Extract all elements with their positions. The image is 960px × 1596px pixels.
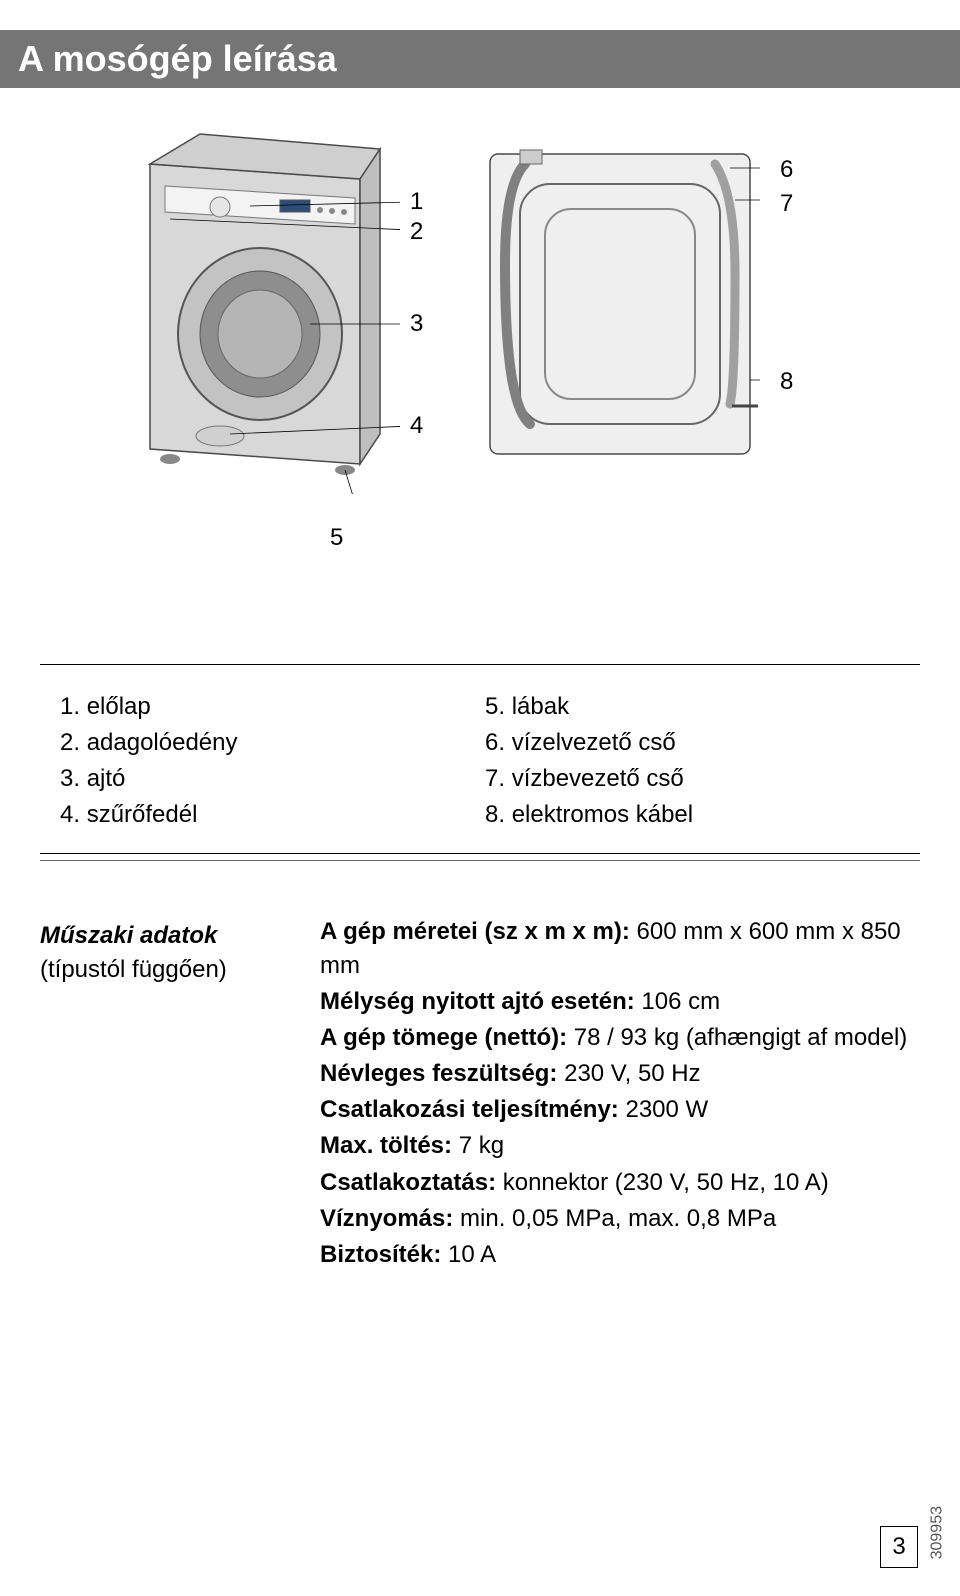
legend-item: 4. szűrőfedél <box>60 797 485 833</box>
legend-item: 5. lábak <box>485 689 900 725</box>
spec-row: Csatlakozási teljesítmény: 2300 W <box>320 1093 920 1127</box>
spec-list: A gép méretei (sz x m x m): 600 mm x 600… <box>320 915 920 1274</box>
figure-row: 1 2 3 4 5 6 7 8 <box>0 124 960 644</box>
spec-row: Biztosíték: 10 A <box>320 1238 920 1272</box>
legend-item: 3. ajtó <box>60 761 485 797</box>
spec-heading-col: Műszaki adatok (típustól függően) <box>40 915 320 1274</box>
legend-left-col: 1. előlap 2. adagolóedény 3. ajtó 4. szű… <box>60 689 485 833</box>
callout-1: 1 <box>410 190 423 214</box>
callout-5: 5 <box>330 524 343 552</box>
page-number: 3 <box>880 1526 918 1568</box>
spec-row: Max. töltés: 7 kg <box>320 1129 920 1163</box>
spec-row: A gép méretei (sz x m x m): 600 mm x 600… <box>320 915 920 983</box>
spec-row: Víznyomás: min. 0,05 MPa, max. 0,8 MPa <box>320 1202 920 1236</box>
spec-row: Névleges feszültség: 230 V, 50 Hz <box>320 1057 920 1091</box>
rear-diagram: 6 7 8 <box>480 144 810 564</box>
legend-item: 7. vízbevezető cső <box>485 761 900 797</box>
washing-machine-front-svg <box>110 124 400 494</box>
spec-row: Csatlakoztatás: konnektor (230 V, 50 Hz,… <box>320 1166 920 1200</box>
spec-heading: Műszaki adatok <box>40 919 320 953</box>
page-title: A mosógép leírása <box>0 30 960 88</box>
legend-right-col: 5. lábak 6. vízelvezető cső 7. vízbeveze… <box>485 689 900 833</box>
callout-3: 3 <box>410 312 423 336</box>
spec-row: A gép tömege (nettó): 78 / 93 kg (afhæng… <box>320 1021 920 1055</box>
front-diagram: 1 2 3 4 5 <box>110 124 440 644</box>
callout-4: 4 <box>410 414 423 438</box>
legend-item: 2. adagolóedény <box>60 725 485 761</box>
washing-machine-rear-svg <box>480 144 760 464</box>
callout-8: 8 <box>780 370 793 394</box>
legend-item: 6. vízelvezető cső <box>485 725 900 761</box>
divider <box>40 853 920 854</box>
spec-subheading: (típustól függően) <box>40 953 320 987</box>
spec-row: Mélység nyitott ajtó esetén: 106 cm <box>320 985 920 1019</box>
legend: 1. előlap 2. adagolóedény 3. ajtó 4. szű… <box>0 689 960 833</box>
legend-item: 8. elektromos kábel <box>485 797 900 833</box>
divider <box>40 664 920 665</box>
callout-7: 7 <box>780 192 793 216</box>
legend-item: 1. előlap <box>60 689 485 725</box>
divider-light <box>40 860 920 861</box>
spec-block: Műszaki adatok (típustól függően) A gép … <box>0 885 960 1274</box>
callout-6: 6 <box>780 158 793 182</box>
callout-2: 2 <box>410 220 423 244</box>
document-code: 309953 <box>928 1506 946 1559</box>
